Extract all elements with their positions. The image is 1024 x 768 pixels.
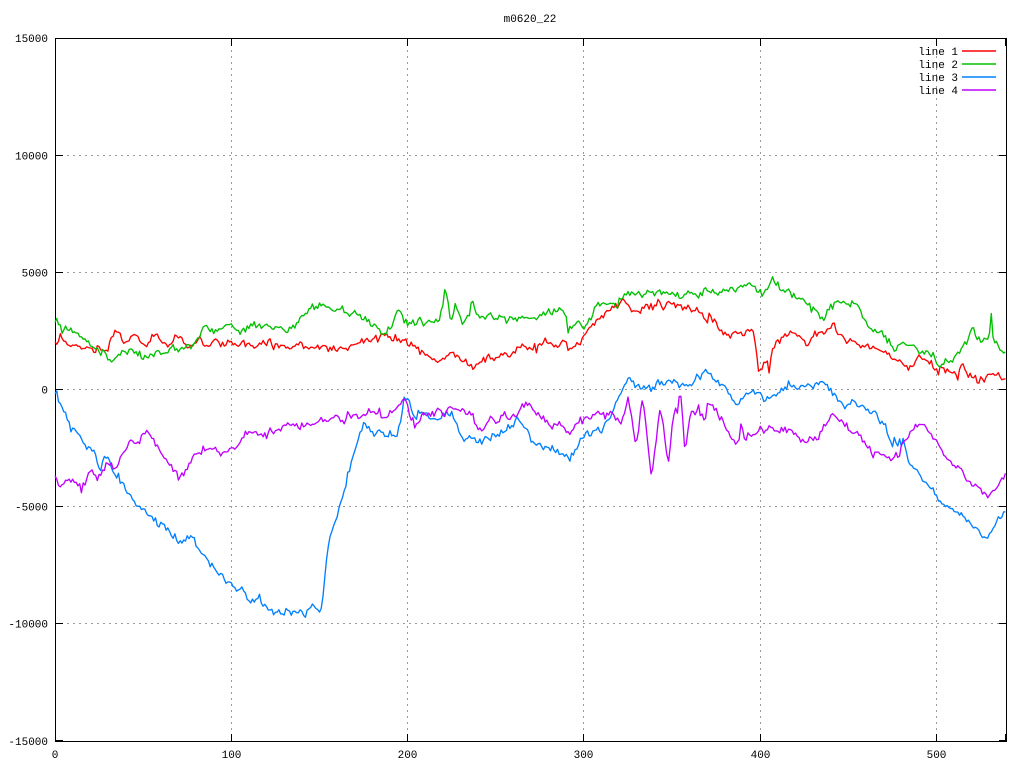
svg-text:10000: 10000 (15, 152, 48, 164)
svg-text:line 1: line 1 (918, 47, 958, 59)
svg-text:-5000: -5000 (15, 503, 48, 515)
svg-text:500: 500 (927, 750, 947, 762)
svg-text:200: 200 (398, 750, 418, 762)
svg-text:0: 0 (52, 750, 59, 762)
svg-text:-15000: -15000 (8, 737, 48, 749)
svg-text:300: 300 (574, 750, 594, 762)
svg-text:0: 0 (41, 386, 48, 398)
svg-text:100: 100 (222, 750, 242, 762)
svg-text:-10000: -10000 (8, 620, 48, 632)
svg-text:m0620_22: m0620_22 (504, 14, 557, 26)
svg-text:line 3: line 3 (918, 73, 958, 85)
svg-text:line 2: line 2 (918, 60, 958, 72)
svg-text:line 4: line 4 (918, 86, 958, 98)
svg-text:400: 400 (751, 750, 771, 762)
svg-text:15000: 15000 (15, 34, 48, 46)
svg-text:5000: 5000 (22, 269, 48, 281)
